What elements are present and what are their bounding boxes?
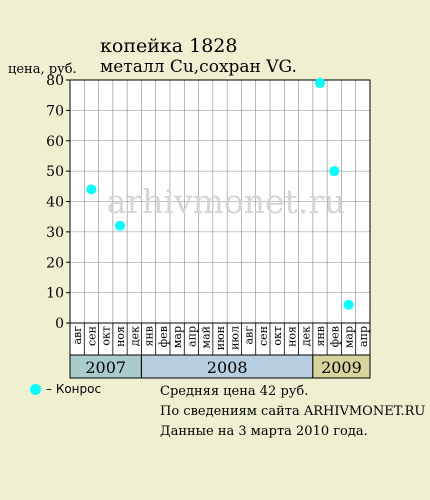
y-tick-label: 0: [55, 316, 64, 332]
legend-marker: [30, 383, 41, 395]
month-label: сен: [85, 326, 98, 346]
month-label: июл: [228, 326, 241, 350]
month-label: янв: [314, 326, 327, 346]
month-label: мар: [343, 326, 356, 348]
y-tick-label: 70: [46, 103, 64, 119]
month-label: мар: [171, 326, 184, 348]
y-tick-label: 60: [46, 134, 64, 150]
legend-label: – Конрос: [46, 382, 102, 396]
legend: – Конрос: [30, 382, 101, 396]
data-point: [343, 299, 354, 310]
data-point: [329, 166, 340, 177]
y-tick-label: 10: [46, 286, 64, 302]
year-label: 2009: [321, 358, 362, 377]
source-note: По сведениям сайта ARHIVMONET.RU: [160, 404, 426, 419]
month-label: дек: [300, 326, 313, 346]
data-point: [315, 78, 325, 89]
month-label: окт: [271, 326, 284, 346]
year-band-2009: [312, 354, 371, 379]
month-label: дек: [128, 326, 141, 346]
watermark: arhivmonet.ru: [107, 182, 346, 221]
data-point: [86, 184, 97, 195]
average-price: Средняя цена 42 руб.: [160, 384, 309, 399]
month-label: май: [200, 326, 213, 348]
month-label: июн: [214, 326, 227, 350]
chart-subtitle: металл Cu,сохран VG.: [100, 57, 297, 77]
y-tick-label: 40: [46, 195, 64, 211]
month-label: окт: [100, 326, 113, 346]
y-tick-label: 80: [46, 73, 64, 89]
data-date: Данные на 3 марта 2010 года.: [160, 424, 368, 439]
data-point: [115, 220, 125, 231]
year-label: 2008: [207, 358, 248, 377]
month-label: янв: [143, 326, 156, 346]
month-label: авг: [243, 326, 256, 345]
month-label: ноя: [285, 326, 298, 347]
year-label: 2007: [85, 358, 126, 377]
month-label: сен: [257, 326, 270, 346]
y-tick-label: 50: [46, 164, 64, 180]
month-label: авг: [71, 326, 84, 345]
month-strip: [69, 322, 371, 356]
month-label: фев: [328, 326, 341, 347]
y-tick-label: 20: [46, 255, 64, 271]
month-label: фев: [157, 326, 170, 347]
month-label: апр: [357, 326, 370, 347]
y-tick-label: 30: [46, 225, 64, 241]
month-label: ноя: [114, 326, 127, 347]
y-axis-label: цена, руб.: [8, 62, 77, 77]
chart-title: копейка 1828: [100, 35, 238, 57]
month-label: апр: [185, 326, 198, 347]
